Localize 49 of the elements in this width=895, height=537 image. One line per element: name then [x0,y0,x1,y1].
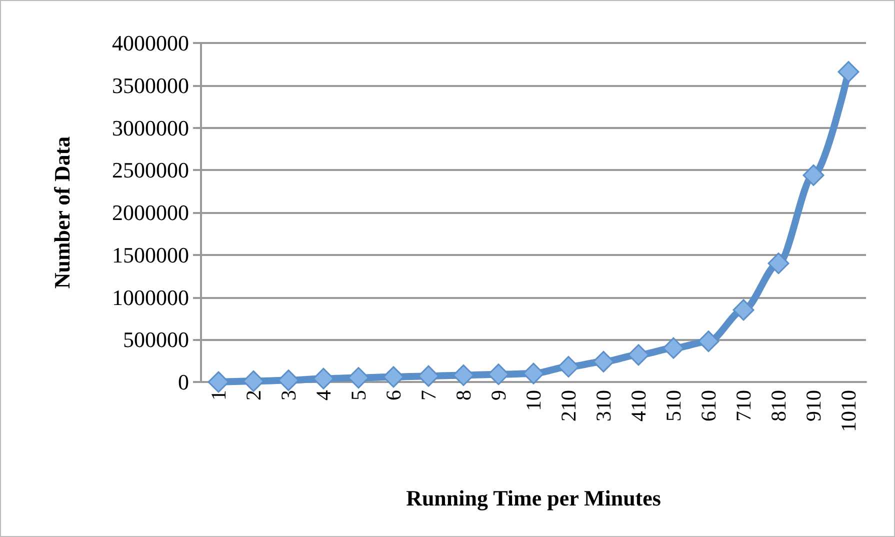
x-tick-label: 4 [312,390,336,400]
point [732,299,754,321]
x-tick-label: 9 [486,390,510,400]
point [592,350,614,372]
y-tick-label: 3000000 [112,115,189,140]
point [312,368,334,390]
y-axis-title: Number of Data [50,136,74,289]
x-tick-label: 810 [766,390,790,422]
point [242,370,264,392]
point [768,252,790,274]
x-tick-label: 1010 [836,390,860,432]
x-tick-label: 1 [206,390,230,400]
x-tick-label: 410 [626,390,650,422]
x-tick-label: 310 [592,390,616,422]
x-tick-label: 210 [556,390,580,422]
point [558,356,580,378]
point [348,367,370,389]
y-tick-label: 3500000 [112,72,189,98]
point [662,337,684,359]
y-tick-label: 4000000 [112,30,189,56]
x-tick-label: 3 [276,390,300,400]
point [628,344,650,366]
point [838,61,860,83]
y-tick-label: 1000000 [112,284,189,310]
x-tick-label: 5 [346,390,370,400]
x-tick-label: 610 [696,390,720,422]
x-tick-label: 6 [382,390,406,400]
x-tick-label: 8 [452,390,476,400]
point [698,330,720,352]
point [488,364,510,386]
x-tick-label: 910 [802,390,826,422]
x-tick-label: 7 [416,390,440,400]
x-tick-label: 10 [522,390,546,411]
x-tick-label: 2 [242,390,266,400]
y-tick-label: 2500000 [112,158,189,183]
point [208,371,230,393]
point [418,365,440,387]
y-tick-label: 1500000 [112,242,189,268]
x-tick-label: 710 [732,390,756,422]
y-tick-label: 500000 [123,327,189,352]
x-axis-title: Running Time per Minutes [406,486,662,510]
point [522,362,544,384]
point [278,370,300,392]
y-tick-label: 0 [178,370,189,394]
point [802,164,824,186]
point [382,366,404,388]
point [452,364,474,386]
y-tick-label: 2000000 [112,200,189,225]
x-tick-label: 510 [662,390,686,422]
